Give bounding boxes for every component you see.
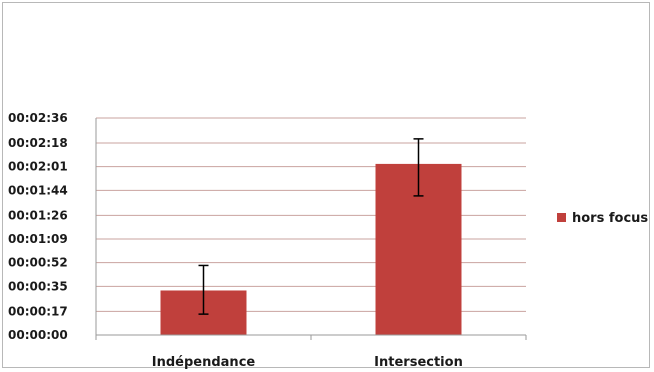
axes [95,118,527,340]
legend-swatch [557,213,566,222]
legend-label: hors focus [572,211,648,226]
y-tick-label: 00:00:35 [8,279,68,293]
x-category-label: Indépendance [152,355,256,370]
error-bars [198,138,424,315]
x-category-label: Intersection [374,355,463,370]
y-tick-label: 00:00:00 [8,328,68,342]
y-axis-ticks: 00:00:00 00:00:17 00:00:35 00:00:52 00:01:09… [8,111,68,342]
y-tick-label: 00:02:18 [8,136,68,150]
error-bar [413,138,424,197]
y-tick-label: 00:00:52 [8,256,68,270]
y-tick-label: 00:01:26 [8,208,68,222]
error-bar [198,264,209,315]
y-tick-label: 00:02:01 [8,160,68,174]
y-tick-label: 00:01:09 [8,232,68,246]
y-tick-label: 00:01:44 [8,183,68,197]
y-tick-label: 00:00:17 [8,304,68,318]
bars [160,163,462,335]
x-axis-categories: Indépendance Intersection [152,355,463,370]
chart-frame [2,2,650,368]
legend: hors focus [557,211,648,226]
y-tick-label: 00:02:36 [8,111,68,125]
